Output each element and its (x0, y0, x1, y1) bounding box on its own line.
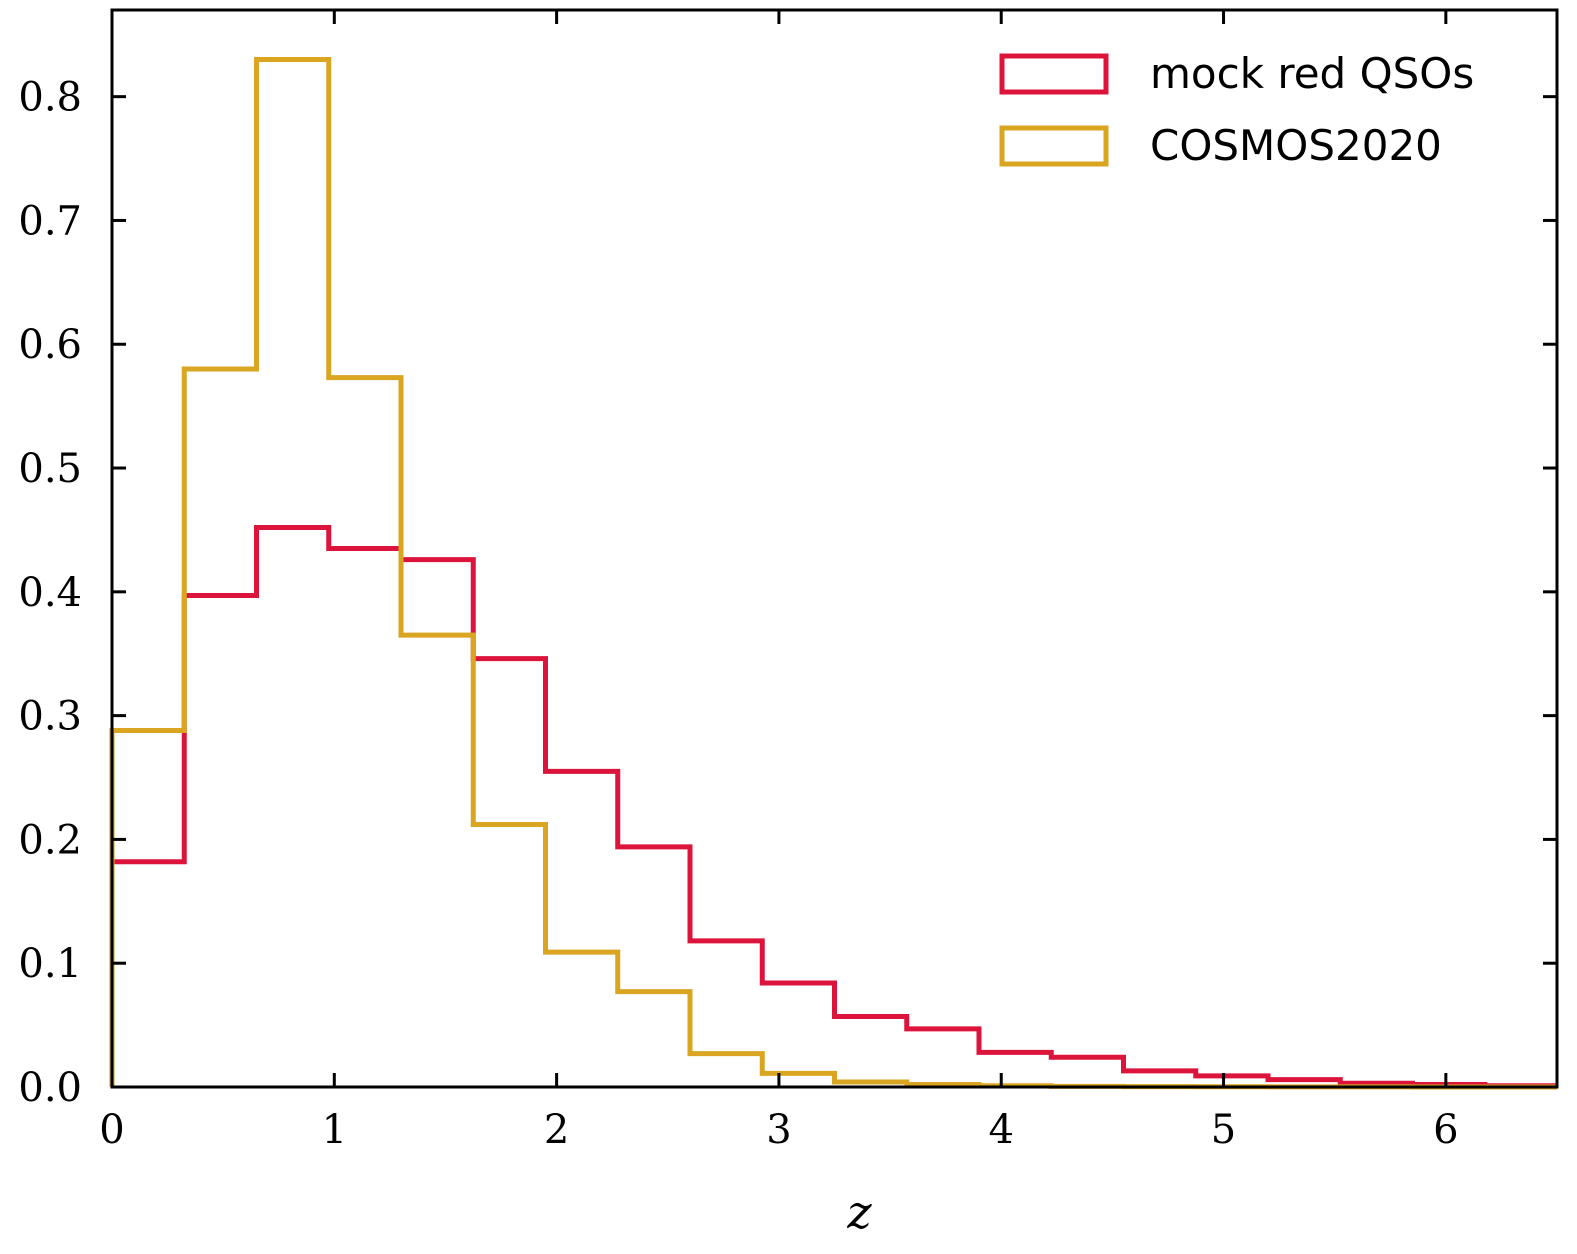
series-layer (109, 57, 1557, 1090)
y-tick-label: 0.8 (18, 75, 82, 121)
legend-swatch (999, 53, 1109, 95)
series-line-cosmos2020 (109, 57, 1557, 1090)
y-tick-label: 0.0 (18, 1065, 82, 1111)
x-tick-label: 5 (1211, 1107, 1236, 1153)
x-axis-title: z (846, 1185, 872, 1239)
x-tick-label: 1 (322, 1107, 347, 1153)
x-tick-label: 2 (544, 1107, 569, 1153)
x-tick-label: 4 (989, 1107, 1014, 1153)
labels-layer: 0 1 2 3 4 5 6 0.0 0.1 0.2 0.3 0.4 0.5 0.6 0.7 0.8 (18, 75, 1458, 1153)
y-tick-label: 0.5 (18, 446, 82, 492)
series-line-mock-red-qsos (109, 524, 1557, 1089)
y-tick-label: 0.3 (18, 694, 82, 740)
x-tick-label: 0 (99, 1107, 124, 1153)
y-tick-label: 0.2 (18, 817, 82, 863)
x-tick-label: 3 (766, 1107, 791, 1153)
legend-swatch (999, 125, 1109, 167)
legend: mock red QSOs COSMOS2020 (999, 49, 1474, 170)
x-tick-label: 6 (1433, 1107, 1458, 1153)
legend-label: COSMOS2020 (1150, 121, 1442, 170)
ticks-layer (110, 10, 1557, 1089)
axes-frame (110, 8, 1559, 1089)
y-tick-label: 0.7 (18, 198, 82, 244)
legend-label: mock red QSOs (1150, 49, 1474, 98)
y-tick-label: 0.6 (18, 322, 82, 368)
y-tick-label: 0.4 (18, 570, 82, 616)
y-tick-label: 0.1 (18, 941, 82, 987)
